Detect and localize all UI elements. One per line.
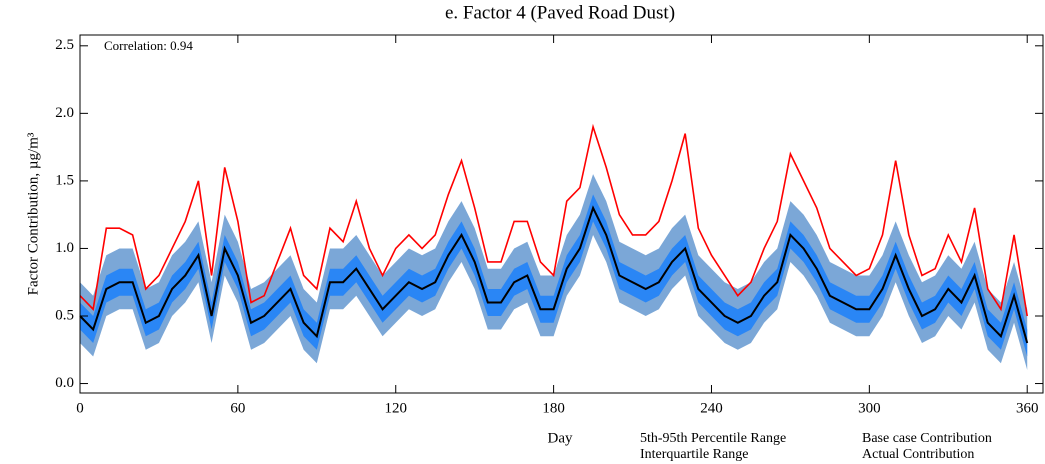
y-tick-label: 0.5 [55,307,74,323]
x-tick-label: 300 [858,400,881,416]
y-tick-label: 1.0 [55,240,74,256]
y-axis-label: Factor Contribution, µg/m³ [25,132,41,295]
y-tick-label: 2.5 [55,37,74,53]
legend-entry: Actual Contribution [862,447,974,462]
x-tick-label: 0 [76,400,84,416]
line [79,205,1029,344]
x-axis-label: Day [548,430,573,446]
line [79,123,1029,317]
x-tick-label: 240 [700,400,723,416]
legend-entry: Interquartile Range [640,447,748,462]
legend-entry: 5th-95th Percentile Range [640,431,786,446]
plot-frame [79,34,1044,394]
y-tick-label: 1.5 [55,172,74,188]
y-tick-label: 2.0 [55,105,74,121]
chart-title: e. Factor 4 (Paved Road Dust) [445,2,675,23]
x-tick-label: 180 [542,400,565,416]
annotation: Correlation: 0.94 [104,38,193,53]
y-tick-label: 0.0 [55,375,74,391]
legend-entry: Base case Contribution [862,431,992,446]
x-tick-label: 120 [384,400,407,416]
x-tick-label: 360 [1016,400,1039,416]
x-tick-label: 60 [230,400,245,416]
